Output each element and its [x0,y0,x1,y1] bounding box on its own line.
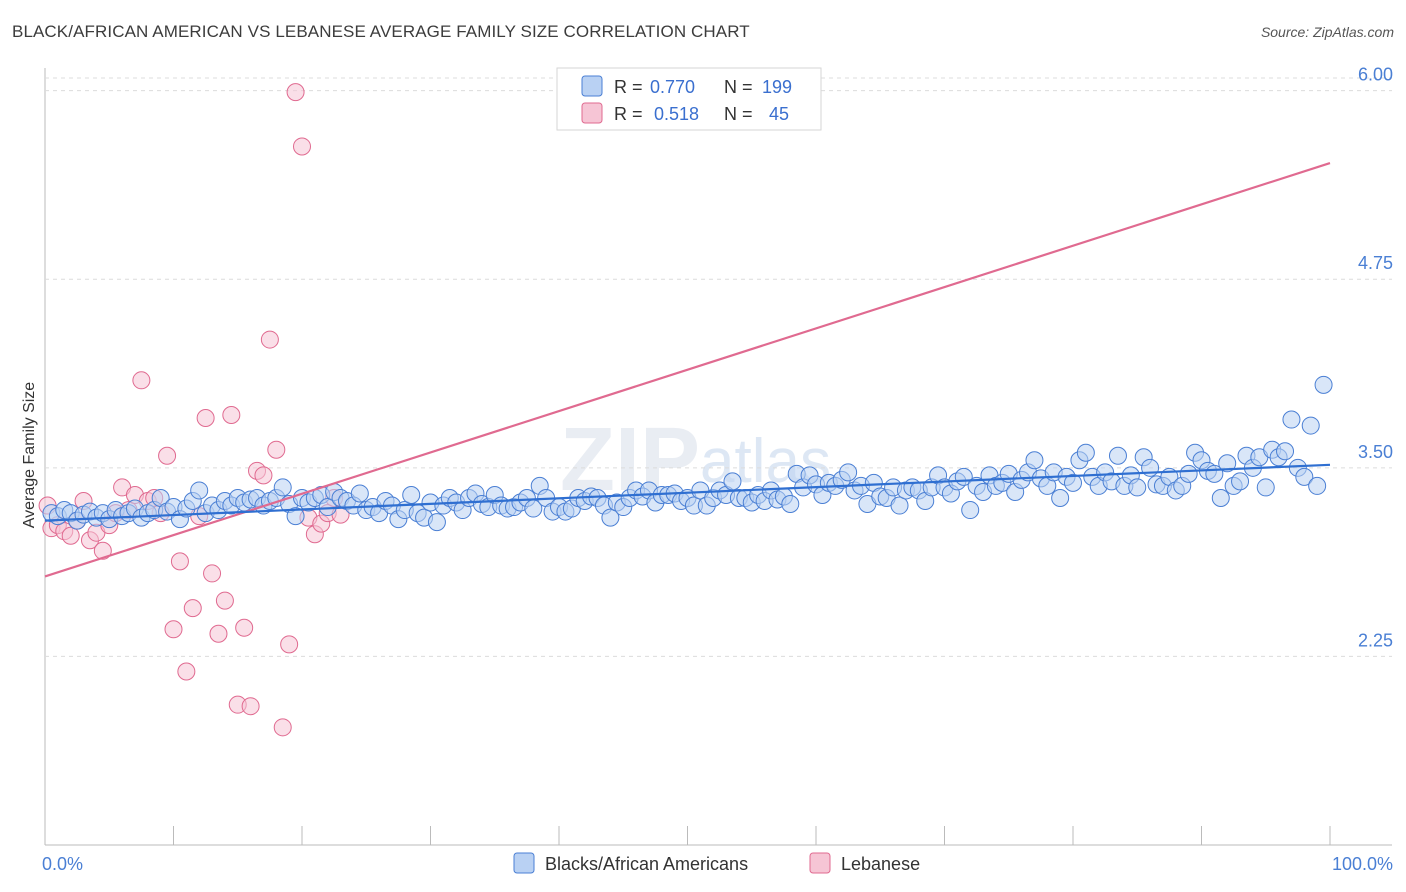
blacks-point-197 [1308,476,1327,495]
blacks-point-169 [1128,478,1147,497]
blacks-point-60 [427,513,446,532]
bottom-legend-lebanese: Lebanese [841,854,920,874]
y-tick-label-1: 3.50 [1358,442,1393,462]
y-axis-label: Average Family Size [21,382,38,529]
lebanese-point-39 [286,83,305,102]
blacks-point-182 [1211,488,1230,507]
chart-title: BLACK/AFRICAN AMERICAN VS LEBANESE AVERA… [12,22,750,41]
legend-swatch-pink [581,102,603,124]
lebanese-point-21 [170,552,189,571]
blacks-point-192 [1276,442,1295,461]
blacks-point-38 [286,507,305,526]
blacks-point-196 [1301,416,1320,435]
series-legend: Blacks/African Americans Lebanese [513,852,920,874]
blacks-point-157 [1051,488,1070,507]
blacks-point-166 [1108,446,1127,465]
legend-n-label-1: N = [724,77,753,97]
y-tick-labels: 2.25 3.50 4.75 6.00 [1358,65,1393,651]
lebanese-trend-line [44,162,1331,578]
blacks-point-153 [1025,451,1044,470]
bottom-legend-blacks: Blacks/African Americans [545,854,748,874]
blacks-point-185 [1231,472,1250,491]
blacks-point-183 [1218,454,1237,473]
blacks-point-132 [890,496,909,515]
x-tick-label-max: 100.0% [1332,854,1393,874]
lebanese-point-28 [215,591,234,610]
blacks-point-193 [1282,410,1301,429]
lebanese-point-27 [209,624,228,643]
lebanese-point-38 [280,635,299,654]
lebanese-point-26 [203,564,222,583]
lebanese-point-29 [222,406,241,425]
lebanese-point-25 [196,409,215,428]
y-tick-label-3: 6.00 [1358,65,1393,85]
legend-r-label-2: R = [614,104,643,124]
lebanese-point-20 [164,620,183,639]
trend-lines [44,162,1331,578]
lebanese-point-4 [61,526,80,545]
blacks-point-23 [190,481,209,500]
legend-r-value-1: 0.770 [650,77,695,97]
bottom-legend-swatch-blue [513,852,535,874]
blacks-point-56 [402,485,421,504]
grid-layer [45,77,1392,657]
legend-swatch-blue [581,75,603,97]
lebanese-points [38,83,350,737]
source-label[interactable]: Source: ZipAtlas.com [1260,24,1394,40]
lebanese-point-9 [93,541,112,560]
blacks-point-124 [839,463,858,482]
blacks-point-115 [781,495,800,514]
legend-r-label-1: R = [614,77,643,97]
blacks-point-87 [601,508,620,527]
blacks-point-189 [1256,478,1275,497]
blacks-point-161 [1076,443,1095,462]
lebanese-point-36 [267,440,286,459]
bottom-legend-swatch-pink [809,852,831,874]
lebanese-point-35 [260,330,279,349]
lebanese-point-37 [273,718,292,737]
legend-r-value-2: 0.518 [654,104,699,124]
lebanese-point-31 [235,618,254,637]
y-tick-label-2: 4.75 [1358,253,1393,273]
legend-n-value-2: 45 [769,104,789,124]
blacks-point-106 [723,472,742,491]
blacks-point-177 [1179,464,1198,483]
blacks-point-198 [1314,375,1333,394]
lebanese-point-40 [293,137,311,156]
x-tick-label-min: 0.0% [42,854,83,874]
blacks-point-143 [961,501,980,520]
legend-n-value-1: 199 [762,77,792,97]
stats-legend: R = 0.770 N = 199 R = 0.518 N = 45 [556,67,822,131]
lebanese-point-32 [241,697,260,716]
x-ticks [44,826,1331,845]
lebanese-point-34 [254,466,273,485]
lebanese-point-23 [183,599,202,618]
blacks-point-159 [1064,473,1082,492]
lebanese-point-22 [177,662,196,681]
y-tick-label-0: 2.25 [1358,630,1393,650]
blacks-trend-line [44,463,1331,522]
legend-n-label-2: N = [724,104,753,124]
lebanese-point-19 [158,446,177,465]
blacks-point-48 [350,484,369,503]
blacks-point-36 [273,478,292,497]
lebanese-point-15 [132,371,151,390]
blacks-point-195 [1295,467,1314,486]
